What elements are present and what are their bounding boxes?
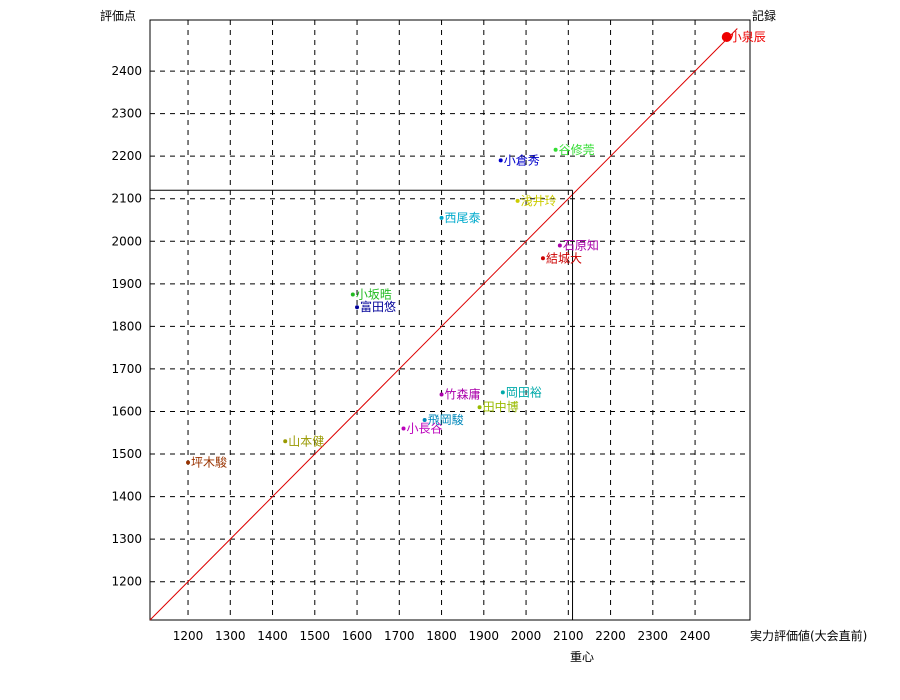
data-point-label: 坪木駿 [191,456,227,470]
grid [150,20,750,620]
data-point [553,147,558,152]
data-point [515,198,520,203]
data-point-label: 小坂晧 [356,287,392,301]
crosshair [150,189,574,620]
data-point-label: 小倉秀 [504,152,540,167]
data-point-label: 岡田裕 [506,384,542,399]
plot-area [149,19,751,621]
data-point [439,215,444,220]
y-tick-label: 1200 [111,575,142,589]
x-tick-label: 2400 [680,629,711,643]
y-tick-label: 2100 [111,192,142,206]
x-tick-label: 1200 [173,629,204,643]
y-tick-labels: 1200 1300 1400 1500 1600 1700 1800 1900 2000 2100… [111,64,142,589]
data-point-label: 浅井玲 [521,194,557,208]
y-tick-label: 2000 [111,234,142,248]
x-tick-label: 1500 [300,629,331,643]
x-axis-title: 実力評価値(大会直前) [750,628,867,643]
y-tick-label: 1900 [111,277,142,291]
reference-line [149,28,738,621]
data-point-label: 富田悠 [360,299,396,314]
x-tick-label: 2300 [638,629,669,643]
data-point [498,158,503,163]
data-point [350,292,355,297]
y-tick-label: 1400 [111,490,142,504]
x-tick-label: 2200 [595,629,626,643]
y-tick-label: 2300 [111,107,142,121]
x-tick-label: 1800 [426,629,457,643]
y-tick-label: 1800 [111,319,142,333]
data-point-label: 結城大 [546,251,582,265]
x-tick-label: 2100 [553,629,584,643]
data-point [540,256,545,261]
y-tick-label: 1600 [111,404,142,418]
x-tick-label: 1900 [469,629,500,643]
x-tick-label: 1300 [215,629,246,643]
centroid-label: 重心 [570,650,594,664]
x-tick-label: 1600 [342,629,373,643]
x-tick-label: 2000 [511,629,542,643]
data-point [401,426,406,431]
data-point-label: 谷修莞 [559,142,595,157]
data-point-label: 飛岡駿 [428,413,464,427]
y-axis-title: 評価点 [100,8,136,23]
data-point [557,243,562,248]
y-tick-label: 2200 [111,149,142,163]
record-label: 記録 [752,8,776,23]
data-point [186,460,191,465]
data-point [283,439,288,444]
data-point [439,392,444,397]
data-point [355,305,360,310]
x-tick-label: 1400 [257,629,288,643]
reference-line-segment [149,28,738,621]
data-point-label: 小泉辰 [730,30,766,44]
data-point [477,405,482,410]
data-point-label: 西尾泰 [445,211,481,225]
data-point-label: 田中博 [483,399,519,414]
data-point [500,390,505,395]
data-point [721,32,732,43]
x-tick-labels: 1200 1300 1400 1500 1600 1700 1800 1900 2000 2100… [173,629,711,643]
x-tick-label: 1700 [384,629,415,643]
data-point-label: 小長谷 [407,422,443,436]
y-tick-label: 1700 [111,362,142,376]
data-point-label: 石原知 [563,239,599,253]
data-point [422,418,427,422]
data-point-label: 竹森庸 [445,386,481,401]
data-point-label: 山本健 [288,434,324,448]
y-tick-label: 1300 [111,532,142,546]
y-tick-label: 1500 [111,447,142,461]
y-tick-label: 2400 [111,64,142,78]
